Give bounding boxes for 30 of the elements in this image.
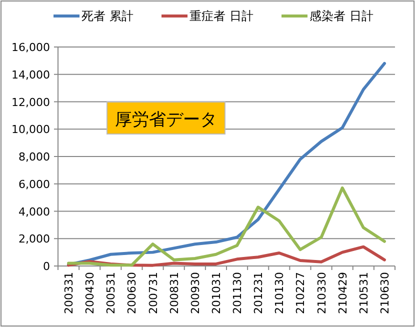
x-tick-label: 210630: [378, 272, 392, 314]
y-tick-label: 2,000: [18, 232, 50, 246]
y-tick-label: 12,000: [12, 96, 50, 109]
x-tick-label: 200630: [126, 272, 139, 314]
y-tick-label: 6,000: [18, 178, 50, 191]
x-tick-label: 200731: [146, 272, 160, 314]
y-tick-label: 8,000: [18, 150, 50, 164]
x-tick-label: 200930: [188, 272, 202, 314]
y-tick-label: 4,000: [18, 205, 50, 218]
x-tick-label: 210330: [315, 272, 328, 314]
x-tick-label: 210429: [336, 272, 350, 314]
x-tick-label: 200430: [84, 272, 97, 314]
y-tick-label: 10,000: [12, 123, 50, 136]
legend-label: 重症者 日計: [190, 9, 254, 23]
x-tick-label: 200331: [62, 272, 76, 314]
x-tick-label: 201031: [210, 272, 223, 314]
y-tick-label: 14,000: [12, 68, 50, 82]
x-tick-label: 210130: [273, 272, 286, 314]
line-series: [67, 186, 386, 267]
x-tick-label: 210227: [294, 272, 308, 314]
x-tick-label: 200531: [104, 272, 118, 314]
x-tick-label: 201130: [231, 272, 244, 314]
x-tick-label: 210531: [357, 272, 370, 314]
annotation: 厚労省データ: [115, 110, 217, 130]
x-tick-label: 200831: [168, 272, 181, 314]
y-tick-label: 0: [43, 260, 50, 273]
y-tick-label: 16,000: [12, 41, 50, 54]
legend-label: 死者 累計: [82, 9, 134, 23]
x-tick-label: 201231: [252, 272, 266, 314]
legend-label: 感染者 日計: [310, 9, 374, 23]
